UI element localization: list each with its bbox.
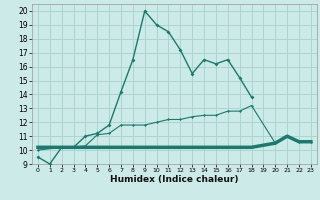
X-axis label: Humidex (Indice chaleur): Humidex (Indice chaleur) <box>110 175 239 184</box>
